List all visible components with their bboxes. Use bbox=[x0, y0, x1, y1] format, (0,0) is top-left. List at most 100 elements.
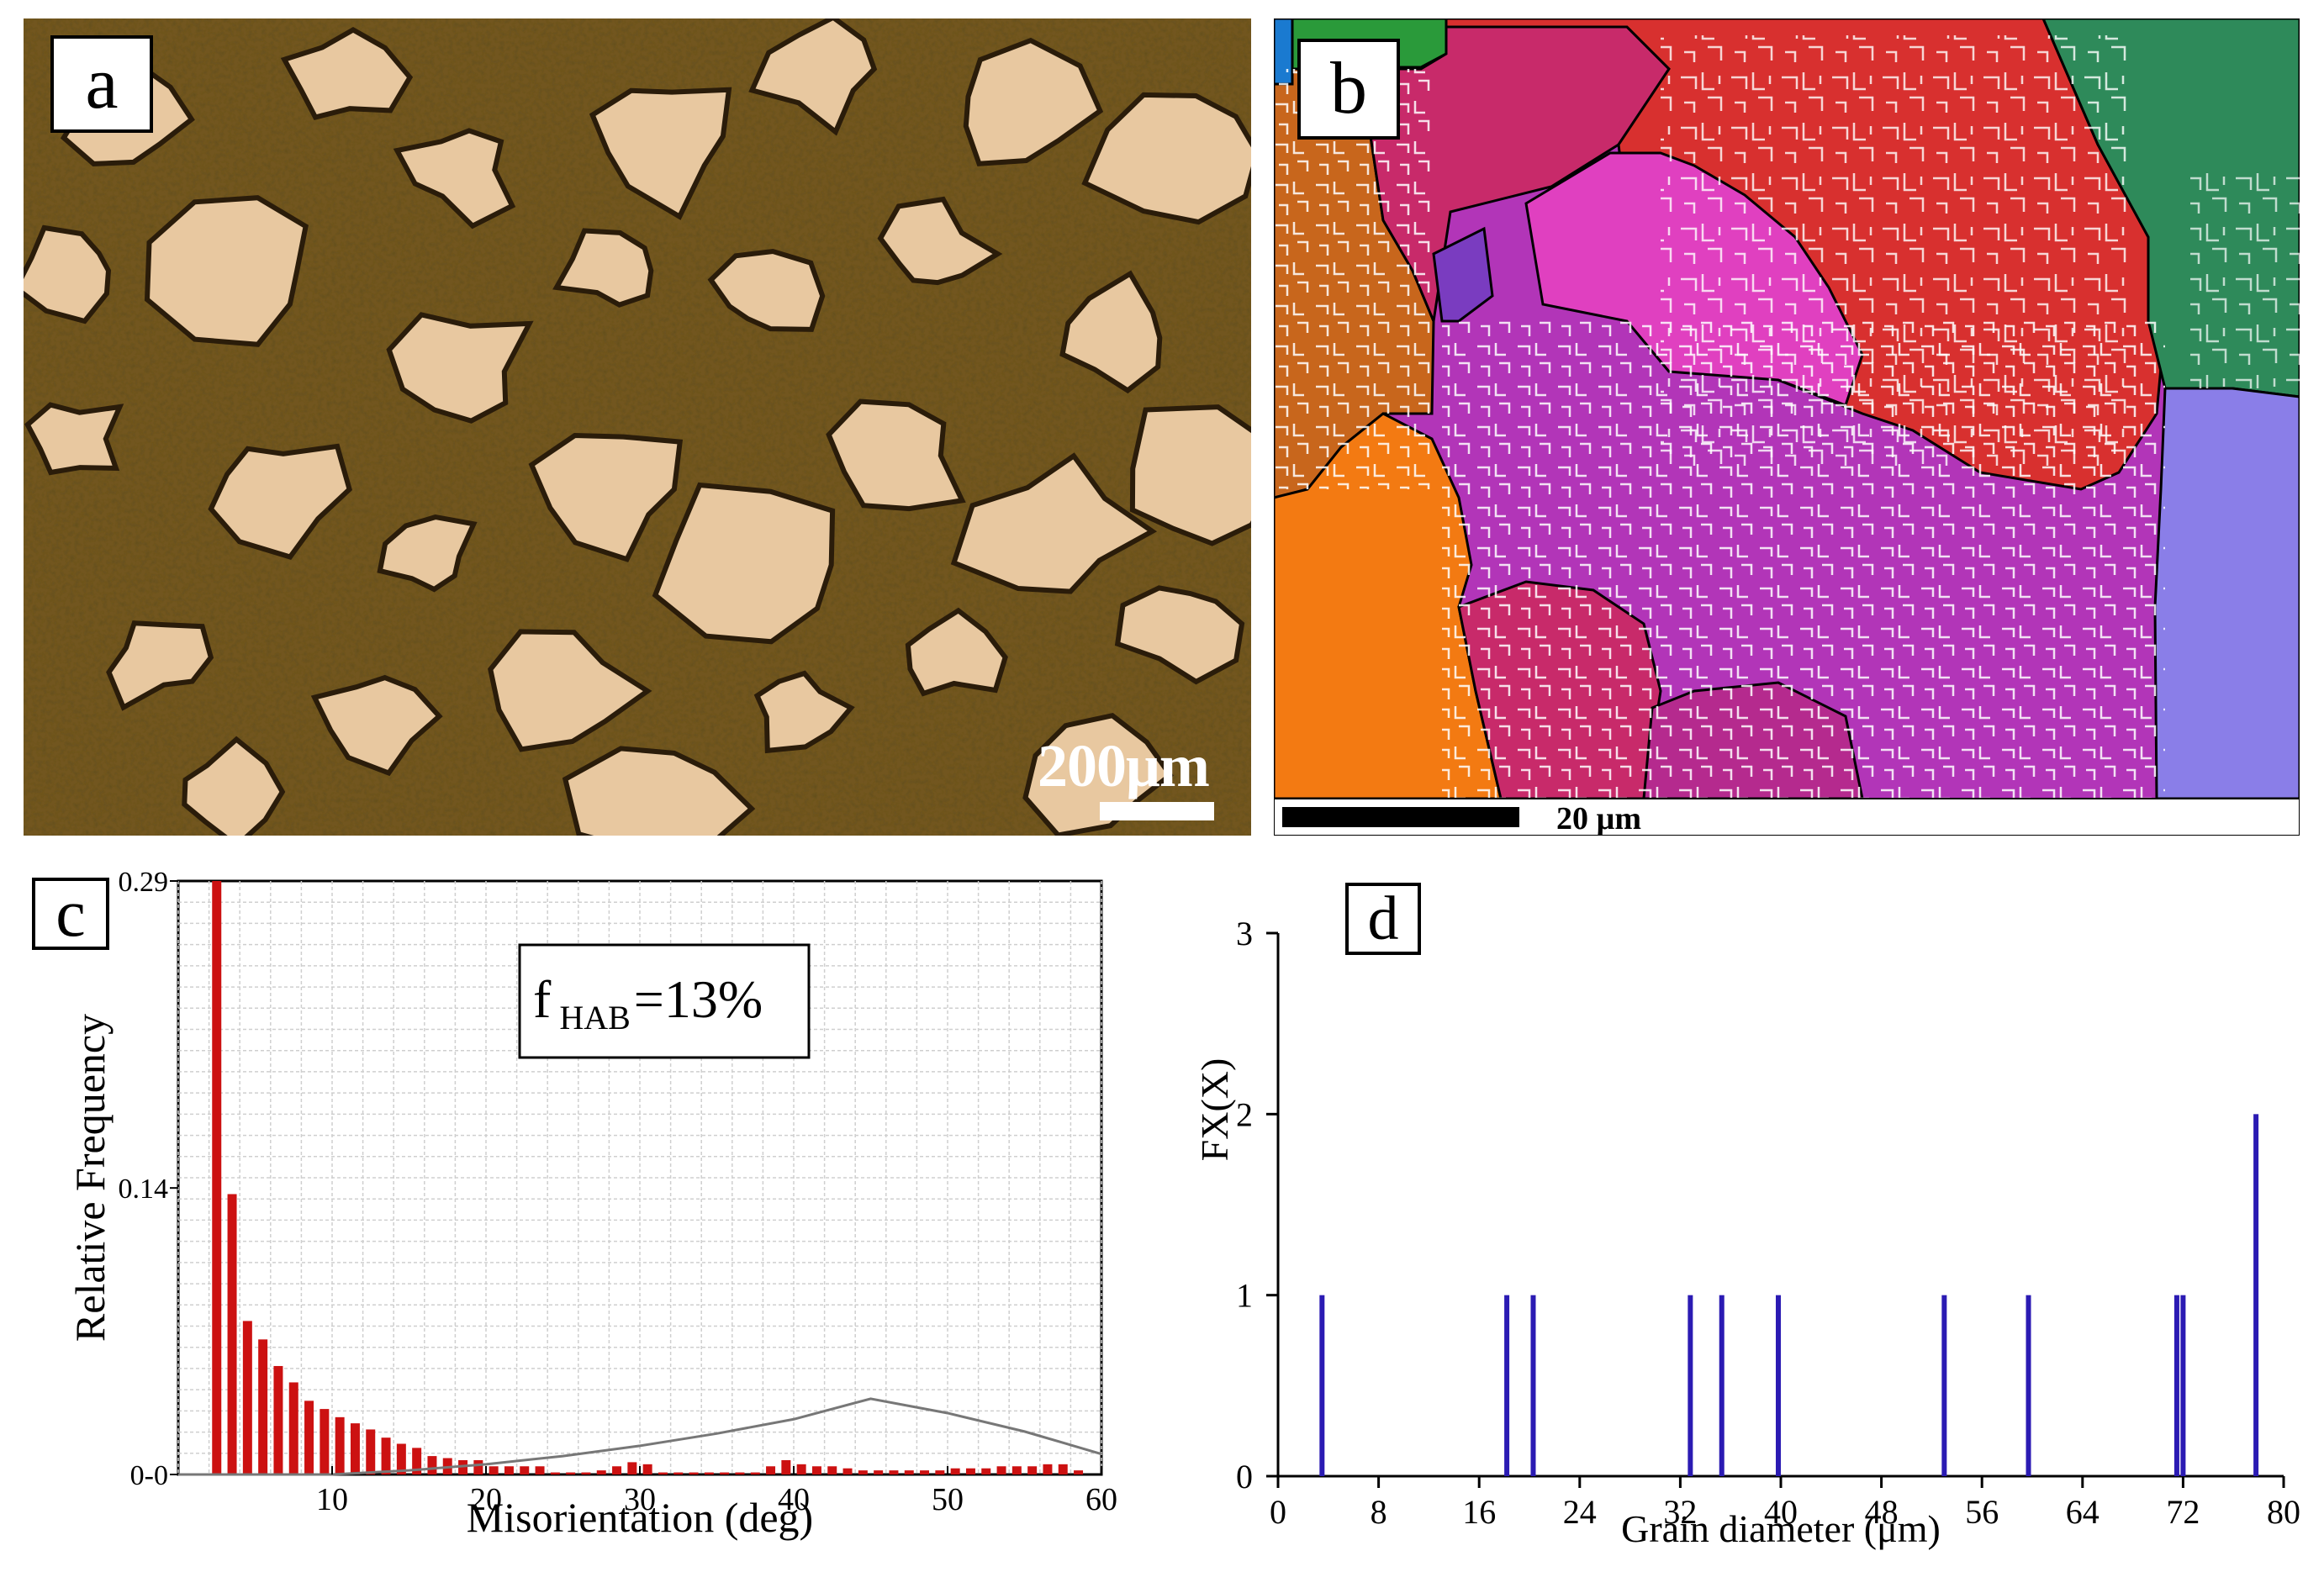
x-tick-label: 64 bbox=[2066, 1493, 2100, 1531]
panel-label-c: c bbox=[32, 878, 109, 950]
panel-b: b 20 µm bbox=[1272, 17, 2301, 836]
y-axis-label-c: Relative Frequency bbox=[66, 1014, 114, 1342]
y-tick-label: 0 bbox=[1236, 1458, 1253, 1496]
bar bbox=[781, 1459, 791, 1474]
bar bbox=[535, 1466, 545, 1474]
bar bbox=[1319, 1295, 1325, 1476]
panel-d: 0 8 16 24 32 40 48 56 64 72 80 0 1 2 3 Grain diameter… bbox=[1160, 857, 2324, 1568]
ferrite-grain bbox=[652, 482, 836, 645]
ferrite-grain bbox=[1114, 585, 1245, 685]
bar bbox=[396, 1443, 406, 1474]
x-ticks-d: 0 8 16 24 32 40 48 56 64 72 80 bbox=[1270, 1476, 2300, 1531]
panel-label-b: b bbox=[1297, 39, 1400, 140]
bar bbox=[1504, 1295, 1510, 1476]
ferrite-grain bbox=[1129, 404, 1276, 546]
ferrite-grain bbox=[393, 128, 516, 229]
bar bbox=[689, 1472, 699, 1474]
y-axis-label-d: FX(X) bbox=[1193, 1058, 1236, 1162]
y-ticks-d: 0 1 2 3 bbox=[1236, 915, 1278, 1496]
fhab-annotation: f HAB=13% bbox=[533, 969, 763, 1037]
bar bbox=[673, 1472, 684, 1474]
bar bbox=[1011, 1466, 1022, 1474]
bar bbox=[581, 1472, 591, 1474]
ferrite-grain bbox=[552, 228, 654, 308]
bar bbox=[258, 1339, 268, 1474]
grain-lavender bbox=[2153, 387, 2301, 800]
optical-micrograph bbox=[13, 14, 1276, 879]
bar bbox=[1776, 1295, 1782, 1476]
x-tick-label: 24 bbox=[1563, 1493, 1597, 1531]
bar bbox=[1719, 1295, 1725, 1476]
bar bbox=[320, 1409, 330, 1474]
ferrite-grain bbox=[748, 14, 878, 136]
ferrite-grain bbox=[905, 607, 1008, 697]
bar bbox=[920, 1470, 930, 1474]
bar bbox=[227, 1194, 237, 1474]
x-tick-label: 60 bbox=[1085, 1482, 1117, 1517]
ferrite-grain bbox=[1081, 92, 1260, 225]
bar bbox=[750, 1472, 760, 1474]
bar bbox=[427, 1456, 437, 1474]
ferrite-grain bbox=[963, 37, 1104, 166]
bar bbox=[242, 1321, 252, 1474]
y-tick-label: 0.14 bbox=[119, 1174, 169, 1205]
bar bbox=[212, 881, 222, 1474]
x-tick-label: 16 bbox=[1462, 1493, 1496, 1531]
bar bbox=[550, 1472, 560, 1474]
ebsd-orientation-map bbox=[1272, 17, 2301, 836]
ferrite-grain bbox=[877, 196, 1003, 286]
bar bbox=[288, 1382, 298, 1474]
ferrite-grain bbox=[950, 452, 1158, 594]
x-tick-label: 10 bbox=[316, 1482, 348, 1517]
bars-d bbox=[1319, 1114, 2259, 1476]
bar bbox=[473, 1459, 483, 1474]
x-tick-label: 56 bbox=[1965, 1493, 1999, 1531]
ferrite-grain bbox=[753, 670, 855, 754]
ferrite-grain bbox=[707, 248, 826, 332]
ferrite-grain bbox=[280, 27, 414, 120]
bar bbox=[412, 1448, 422, 1474]
y-tick-label: 0-0 bbox=[130, 1460, 168, 1491]
bar bbox=[889, 1470, 899, 1474]
panel-c: 10 20 30 40 50 60 0-0 0.14 0.29 Misorientation … bbox=[0, 857, 1127, 1568]
x-tick-label: 20 bbox=[470, 1482, 502, 1517]
bar bbox=[811, 1466, 821, 1474]
bar bbox=[381, 1437, 391, 1474]
bar bbox=[965, 1468, 975, 1474]
ferrite-grain bbox=[144, 195, 309, 347]
bar bbox=[1530, 1295, 1536, 1476]
x-tick-label: 8 bbox=[1371, 1493, 1387, 1531]
x-axis-label-d: Grain diameter (μm) bbox=[1621, 1507, 1941, 1550]
fhab-box bbox=[518, 943, 811, 1059]
bar bbox=[842, 1468, 853, 1474]
bar bbox=[704, 1472, 714, 1474]
bar bbox=[2026, 1295, 2031, 1476]
bar bbox=[1043, 1464, 1053, 1474]
bar bbox=[904, 1470, 914, 1474]
panel-label-d: d bbox=[1345, 883, 1421, 955]
bar bbox=[1027, 1466, 1038, 1474]
ferrite-grain bbox=[386, 312, 534, 424]
scale-bar-b bbox=[1282, 807, 1519, 827]
ferrite-grain bbox=[589, 87, 732, 220]
scale-bar-label-a: 200μm bbox=[1038, 732, 1210, 799]
x-tick-label: 48 bbox=[1865, 1493, 1899, 1531]
bar bbox=[273, 1365, 283, 1474]
bar bbox=[350, 1423, 360, 1474]
bars-c bbox=[212, 881, 1084, 1474]
ferrite-grain bbox=[377, 514, 478, 593]
bar bbox=[2173, 1295, 2179, 1476]
bar bbox=[935, 1470, 945, 1474]
y-tick-label: 2 bbox=[1236, 1095, 1253, 1133]
bar bbox=[981, 1468, 991, 1474]
bar bbox=[489, 1466, 499, 1474]
ferrite-grain bbox=[13, 224, 112, 324]
y-tick-label: 3 bbox=[1236, 915, 1253, 952]
x-tick-label: 40 bbox=[1764, 1493, 1798, 1531]
bar bbox=[612, 1466, 622, 1474]
bar bbox=[735, 1472, 745, 1474]
ferrite-grain bbox=[1059, 270, 1163, 394]
ferrite-grain bbox=[24, 402, 124, 476]
ferrite-grain bbox=[208, 443, 352, 560]
panel-a: a 200μm bbox=[13, 14, 1276, 879]
